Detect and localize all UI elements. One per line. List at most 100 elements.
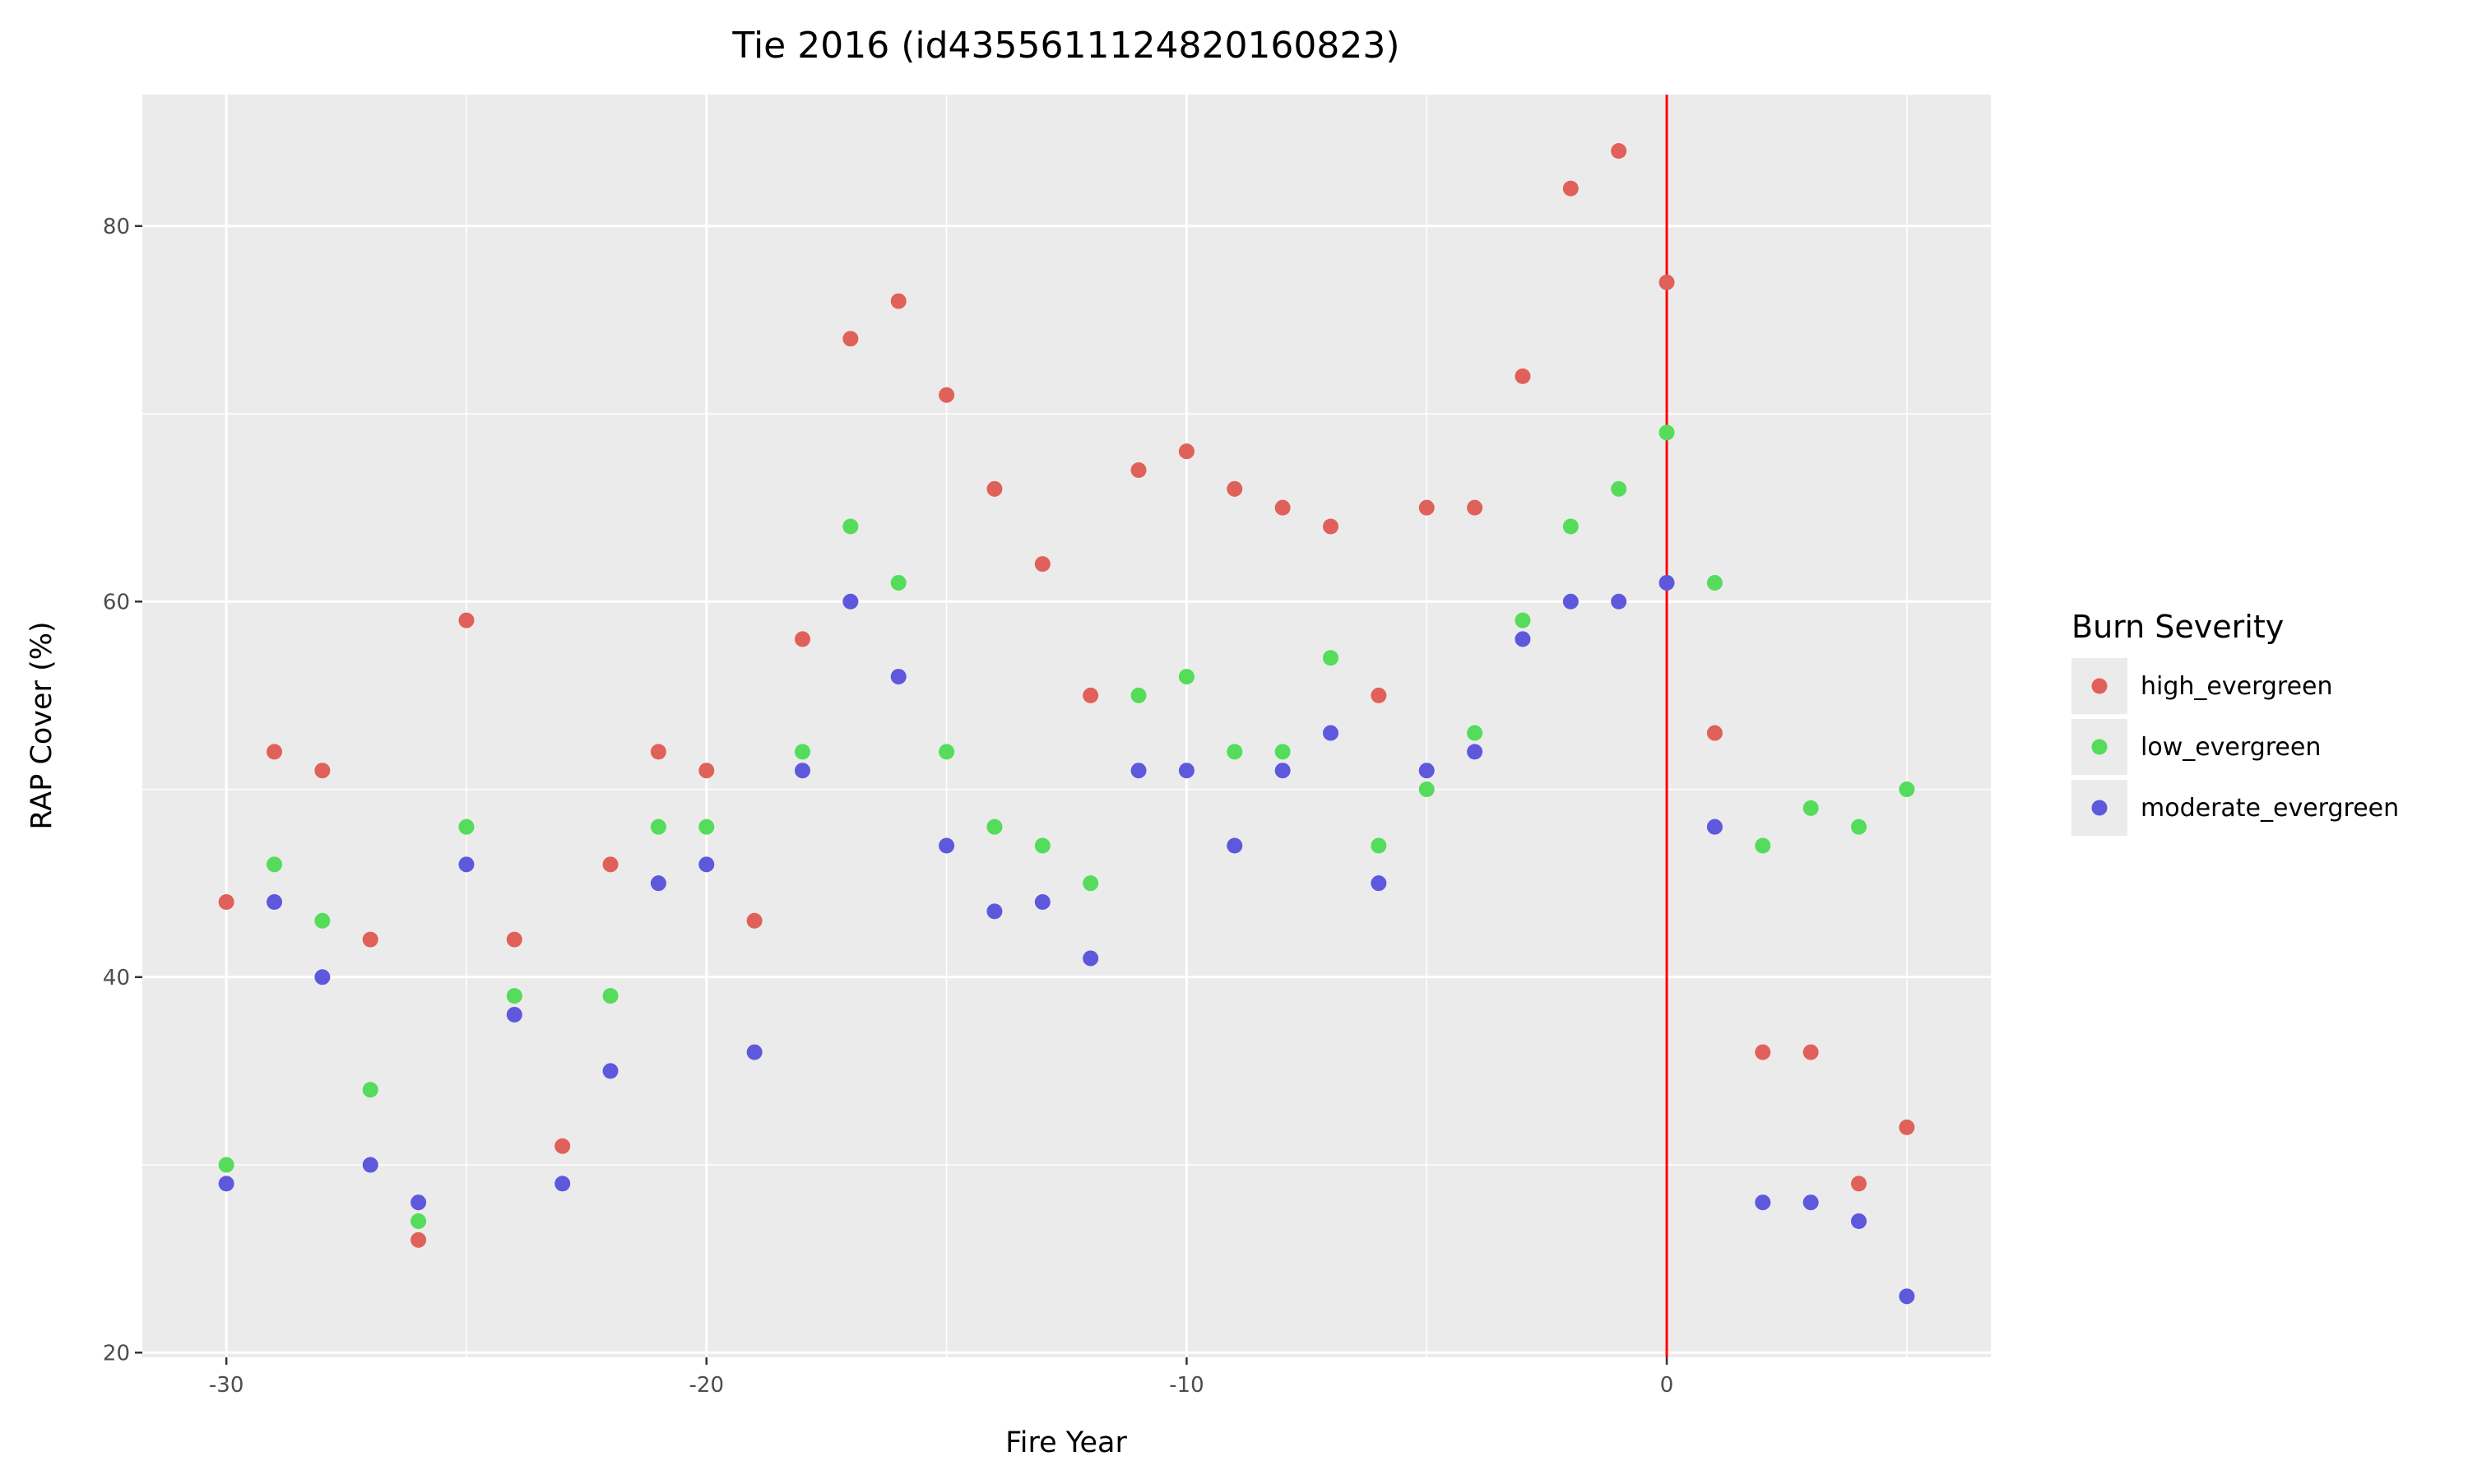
point-low_evergreen (1083, 875, 1099, 892)
point-low_evergreen (1515, 612, 1531, 628)
point-low_evergreen (1178, 669, 1195, 685)
legend-marker-moderate_evergreen (2091, 800, 2108, 816)
point-low_evergreen (218, 1157, 234, 1173)
point-high_evergreen (1899, 1119, 1915, 1135)
point-high_evergreen (1658, 274, 1675, 290)
point-low_evergreen (842, 518, 859, 535)
point-moderate_evergreen (602, 1063, 619, 1079)
point-high_evergreen (267, 744, 282, 760)
point-high_evergreen (602, 856, 619, 873)
point-high_evergreen (218, 893, 234, 910)
point-high_evergreen (986, 480, 1003, 497)
point-high_evergreen (362, 931, 378, 948)
point-low_evergreen (1371, 837, 1387, 854)
legend-title: Burn Severity (2071, 609, 2284, 645)
point-moderate_evergreen (458, 856, 475, 873)
point-high_evergreen (1755, 1044, 1771, 1060)
point-moderate_evergreen (890, 669, 907, 685)
point-high_evergreen (1323, 518, 1338, 535)
point-low_evergreen (890, 574, 907, 591)
x-tick-label: -30 (209, 1373, 244, 1398)
x-tick-label: -10 (1169, 1373, 1204, 1398)
x-axis-label: Fire Year (1005, 1426, 1127, 1459)
point-high_evergreen (554, 1138, 571, 1154)
legend-label: moderate_evergreen (2141, 794, 2399, 823)
point-low_evergreen (1227, 744, 1243, 760)
point-moderate_evergreen (1418, 763, 1435, 779)
point-high_evergreen (1274, 499, 1291, 516)
y-axis-label: RAP Cover (%) (26, 621, 58, 829)
point-low_evergreen (1899, 781, 1915, 798)
point-moderate_evergreen (1755, 1194, 1771, 1211)
point-high_evergreen (1851, 1176, 1867, 1192)
point-moderate_evergreen (1706, 819, 1723, 835)
point-moderate_evergreen (506, 1006, 522, 1023)
point-moderate_evergreen (411, 1194, 427, 1211)
point-low_evergreen (1658, 424, 1675, 441)
point-moderate_evergreen (218, 1176, 234, 1192)
point-high_evergreen (411, 1231, 427, 1248)
point-high_evergreen (698, 763, 715, 779)
x-tick-label: -20 (689, 1373, 724, 1398)
plot-panel (142, 95, 1991, 1357)
point-high_evergreen (795, 631, 810, 647)
data-points (218, 142, 1915, 1305)
point-high_evergreen (1611, 142, 1627, 159)
point-moderate_evergreen (1802, 1194, 1819, 1211)
point-moderate_evergreen (1467, 744, 1483, 760)
point-high_evergreen (1083, 687, 1099, 703)
point-moderate_evergreen (1611, 593, 1627, 610)
point-moderate_evergreen (1899, 1288, 1915, 1305)
point-high_evergreen (1515, 368, 1531, 384)
y-tick-label: 40 (103, 966, 130, 990)
point-low_evergreen (458, 819, 475, 835)
point-moderate_evergreen (314, 969, 331, 985)
y-tick-label: 60 (103, 590, 130, 614)
point-high_evergreen (842, 331, 859, 347)
point-low_evergreen (650, 819, 666, 835)
point-low_evergreen (1851, 819, 1867, 835)
point-high_evergreen (458, 612, 475, 628)
point-moderate_evergreen (698, 856, 715, 873)
point-high_evergreen (1371, 687, 1387, 703)
point-high_evergreen (1178, 443, 1195, 460)
point-high_evergreen (1467, 499, 1483, 516)
point-moderate_evergreen (1083, 950, 1099, 967)
point-low_evergreen (1802, 800, 1819, 816)
x-tick-label: 0 (1660, 1373, 1674, 1398)
point-high_evergreen (650, 744, 666, 760)
legend: Burn Severity high_evergreen low_evergree… (2071, 609, 2399, 836)
point-moderate_evergreen (986, 903, 1003, 920)
point-low_evergreen (506, 988, 522, 1004)
point-low_evergreen (314, 912, 331, 929)
point-low_evergreen (1274, 744, 1291, 760)
point-moderate_evergreen (795, 763, 810, 779)
point-low_evergreen (1418, 781, 1435, 798)
legend-marker-high_evergreen (2091, 678, 2108, 694)
point-moderate_evergreen (1323, 725, 1338, 741)
legend-marker-low_evergreen (2091, 739, 2108, 755)
point-low_evergreen (986, 819, 1003, 835)
point-high_evergreen (890, 293, 907, 309)
point-moderate_evergreen (1130, 763, 1147, 779)
point-high_evergreen (506, 931, 522, 948)
point-moderate_evergreen (1274, 763, 1291, 779)
point-low_evergreen (1706, 574, 1723, 591)
point-low_evergreen (1130, 687, 1147, 703)
point-low_evergreen (939, 744, 955, 760)
minor-gridlines (142, 95, 1991, 1357)
point-high_evergreen (1418, 499, 1435, 516)
point-low_evergreen (1034, 837, 1051, 854)
point-low_evergreen (1755, 837, 1771, 854)
point-high_evergreen (1034, 556, 1051, 573)
point-moderate_evergreen (554, 1176, 571, 1192)
point-moderate_evergreen (1562, 593, 1579, 610)
point-moderate_evergreen (746, 1044, 763, 1060)
point-low_evergreen (1611, 480, 1627, 497)
point-moderate_evergreen (267, 893, 282, 910)
y-axis-ticks: 20 40 60 80 (103, 215, 142, 1366)
point-moderate_evergreen (1515, 631, 1531, 647)
point-high_evergreen (1706, 725, 1723, 741)
point-moderate_evergreen (1851, 1213, 1867, 1230)
